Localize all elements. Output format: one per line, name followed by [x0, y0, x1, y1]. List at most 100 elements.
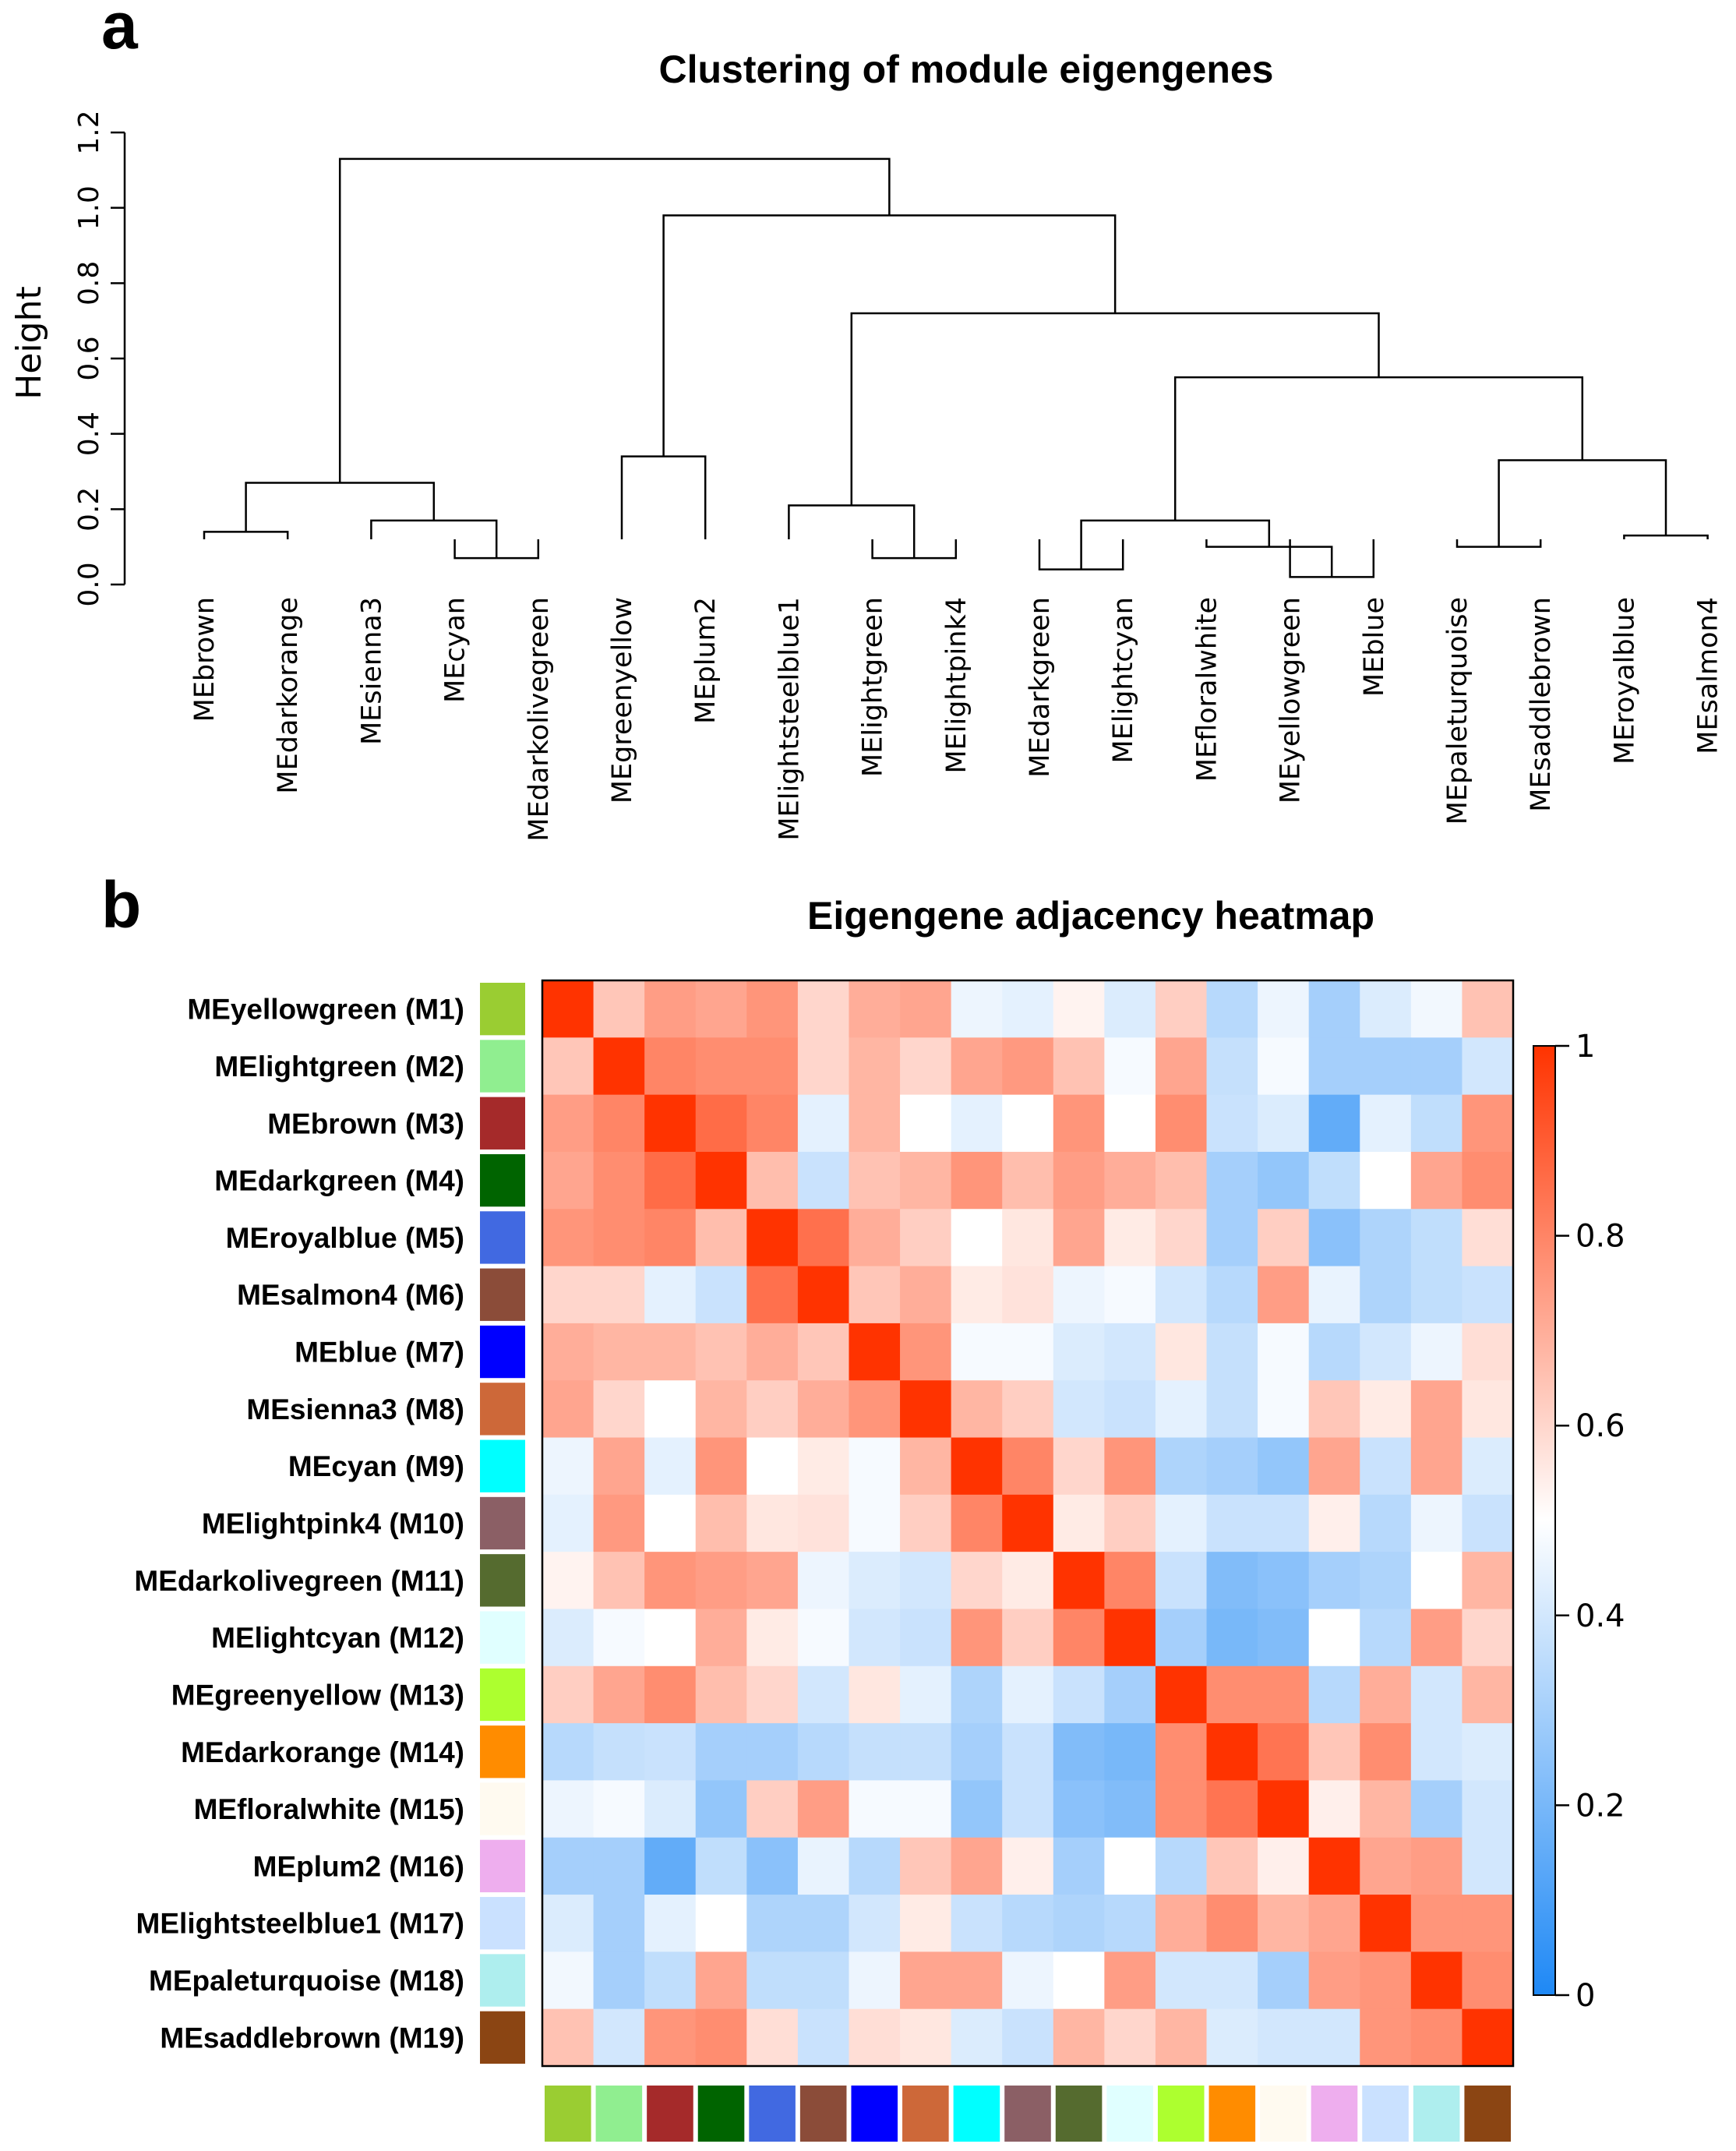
heatmap-cell	[644, 1780, 697, 1838]
heatmap-cell	[1104, 1552, 1156, 1610]
column-module-color	[799, 2086, 847, 2142]
heatmap-column-color-bar	[545, 2086, 1511, 2142]
heatmap-cell	[1308, 1552, 1360, 1610]
heatmap-cell	[1410, 1037, 1463, 1096]
heatmap-cell	[1002, 1037, 1054, 1096]
heatmap-cell	[1462, 1437, 1514, 1496]
heatmap-cell	[900, 1437, 952, 1496]
y-tick-label: 1.0	[73, 185, 105, 230]
heatmap-cell	[1308, 1209, 1360, 1267]
row-label: MEfloralwhite (M15)	[194, 1793, 464, 1825]
heatmap-cell	[593, 1094, 645, 1153]
heatmap-cell	[1104, 1380, 1156, 1439]
leaf-label: MEplum2	[690, 597, 722, 724]
heatmap-cell	[1002, 1895, 1054, 1952]
heatmap-cell	[1206, 1209, 1258, 1267]
heatmap-cell	[1206, 1780, 1258, 1838]
heatmap-cell	[1360, 1037, 1412, 1096]
row-module-color	[480, 1097, 525, 1150]
heatmap-cell	[1053, 1209, 1105, 1267]
y-tick-label: 1.2	[73, 110, 105, 154]
heatmap-cell	[1410, 1609, 1463, 1667]
heatmap-cell	[951, 1209, 1003, 1267]
heatmap-cell	[1002, 1380, 1054, 1439]
heatmap-cell	[849, 1323, 901, 1381]
heatmap-cell	[849, 1552, 901, 1610]
heatmap-cell	[644, 1723, 697, 1782]
row-module-color	[480, 2011, 525, 2064]
heatmap-cell	[951, 1037, 1003, 1096]
heatmap-cell	[1258, 1094, 1310, 1153]
leaf-label: MEcyan	[440, 597, 471, 703]
heatmap-cell	[644, 1609, 697, 1667]
heatmap-cell	[644, 1552, 697, 1610]
heatmap-cell	[695, 1723, 747, 1782]
heatmap-cell	[542, 1552, 595, 1610]
row-module-color	[480, 1611, 525, 1664]
row-label: MEyellowgreen (M1)	[187, 994, 464, 1026]
dendrogram-branch	[453, 539, 540, 560]
row-label: MElightgreen (M2)	[214, 1051, 464, 1083]
heatmap-cell	[1308, 1723, 1360, 1782]
heatmap-cell	[951, 1094, 1003, 1153]
heatmap-cell	[1206, 1323, 1258, 1381]
heatmap-cell	[1360, 1494, 1412, 1552]
heatmap-cell	[644, 1837, 697, 1895]
heatmap-cell	[695, 1323, 747, 1381]
heatmap-cell	[1053, 1380, 1105, 1439]
heatmap-cell	[1053, 1323, 1105, 1381]
heatmap-cell	[900, 1380, 952, 1439]
heatmap-cell	[1155, 1951, 1208, 2010]
heatmap-cell	[1258, 1151, 1310, 1210]
heatmap-frame	[541, 979, 1515, 2068]
heatmap-cell	[695, 1151, 747, 1210]
heatmap-cell	[695, 1037, 747, 1096]
heatmap-cell	[900, 1609, 952, 1667]
heatmap-cell	[746, 1552, 799, 1610]
heatmap-cell	[900, 1266, 952, 1324]
column-module-color	[749, 2086, 796, 2142]
dendrogram-branch	[1173, 376, 1584, 521]
heatmap-cell	[1410, 1266, 1463, 1324]
heatmap-cell	[1462, 1494, 1514, 1552]
leaf-label: MEsaddlebrown	[1526, 597, 1557, 812]
heatmap-cell	[849, 1151, 901, 1210]
column-module-color	[595, 2086, 643, 2142]
leaf-label: MEgreenyellow	[607, 597, 638, 804]
dendrogram-branch	[620, 455, 707, 539]
heatmap-cell	[1155, 1665, 1208, 1724]
heatmap-cell	[542, 980, 595, 1038]
heatmap-cell	[746, 980, 799, 1038]
heatmap-cell	[951, 1266, 1003, 1324]
heatmap-cell	[644, 1209, 697, 1267]
heatmap-cell	[1258, 1494, 1310, 1552]
row-label: MEgreenyellow (M13)	[171, 1679, 464, 1711]
heatmap-cell	[797, 1723, 850, 1782]
heatmap-cell	[644, 1895, 697, 1952]
heatmap-cell	[746, 1037, 799, 1096]
heatmap-cell	[542, 1323, 595, 1381]
heatmap-cell	[1462, 2008, 1514, 2067]
heatmap-cell	[695, 1837, 747, 1895]
heatmap-cell	[644, 1266, 697, 1324]
heatmap-cell	[542, 1609, 595, 1667]
dendrogram-branch	[871, 539, 958, 560]
heatmap-cell	[1104, 1665, 1156, 1724]
heatmap-cell	[1002, 1552, 1054, 1610]
heatmap-cell	[593, 1037, 645, 1096]
heatmap-cell	[951, 1609, 1003, 1667]
dendrogram-branches	[203, 157, 1709, 578]
heatmap-cell	[1410, 1780, 1463, 1838]
heatmap-cell	[542, 1209, 595, 1267]
heatmap-cell	[1462, 1094, 1514, 1153]
heatmap-cell	[951, 1837, 1003, 1895]
column-module-color	[1362, 2086, 1409, 2142]
leaf-label: MEbrown	[189, 597, 221, 722]
heatmap-cell	[1462, 1209, 1514, 1267]
colorbar-tick-label: 0	[1575, 1978, 1595, 2014]
heatmap-cell	[797, 1266, 850, 1324]
heatmap-cell	[951, 1665, 1003, 1724]
heatmap-cell	[797, 1037, 850, 1096]
heatmap-cell	[849, 1609, 901, 1667]
heatmap-cell	[1462, 1151, 1514, 1210]
